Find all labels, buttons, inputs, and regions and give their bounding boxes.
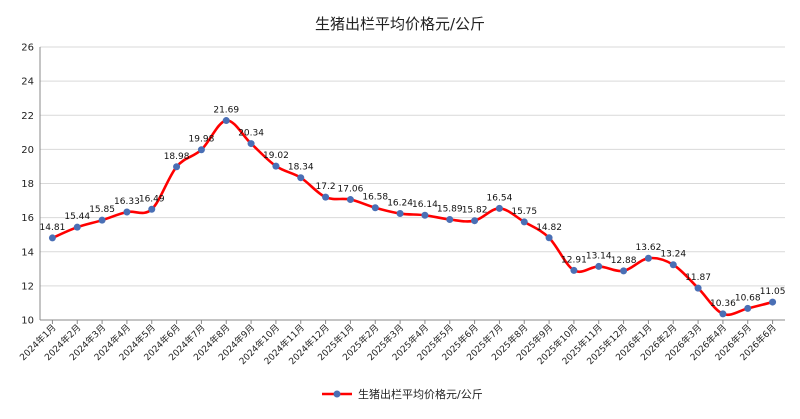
legend: 生猪出栏平均价格元/公斤 [322, 387, 483, 401]
data-point [297, 174, 305, 182]
y-tick-label: 16 [21, 213, 34, 224]
data-label: 10.36 [710, 299, 736, 309]
data-label: 18.34 [288, 163, 314, 173]
data-label: 21.69 [213, 106, 239, 116]
data-point [421, 211, 429, 219]
data-label: 16.14 [412, 200, 438, 210]
data-point [595, 262, 603, 270]
data-point [197, 146, 205, 154]
y-tick-label: 10 [21, 316, 34, 327]
data-label: 13.24 [660, 250, 686, 260]
data-point [222, 117, 230, 125]
data-label: 13.62 [636, 243, 662, 253]
data-point [694, 284, 702, 292]
data-point [446, 216, 454, 224]
legend-marker-swatch [333, 390, 341, 398]
data-point [123, 208, 131, 216]
y-tick-label: 14 [21, 247, 34, 258]
data-label: 19.02 [263, 151, 289, 161]
data-point [346, 196, 354, 204]
data-point [272, 162, 280, 170]
data-point [371, 204, 379, 212]
data-label: 16.58 [362, 193, 388, 203]
y-tick-label: 26 [21, 43, 34, 54]
data-label: 13.14 [586, 251, 612, 261]
data-point [719, 310, 727, 318]
data-point [322, 193, 330, 201]
data-label: 17.06 [338, 185, 364, 195]
data-point [396, 210, 404, 218]
data-label: 15.89 [437, 205, 463, 215]
data-point [669, 261, 677, 269]
gridlines [40, 46, 785, 321]
data-label: 16.54 [487, 193, 513, 203]
data-point [520, 218, 528, 226]
data-point [148, 205, 156, 213]
data-label: 16.24 [387, 199, 413, 209]
data-label: 18.98 [164, 152, 190, 162]
y-tick-label: 12 [21, 281, 34, 292]
data-point [545, 234, 553, 242]
data-label: 14.81 [40, 223, 66, 233]
data-label: 16.33 [114, 197, 140, 207]
data-label: 15.75 [511, 207, 537, 217]
data-label: 20.34 [238, 129, 264, 139]
chart-title: 生猪出栏平均价格元/公斤 [315, 15, 485, 33]
data-point [644, 254, 652, 262]
data-label: 11.87 [685, 273, 711, 283]
y-tick-label: 20 [21, 145, 34, 156]
data-label: 15.44 [64, 212, 90, 222]
data-label: 15.85 [89, 205, 115, 215]
data-point [48, 234, 56, 242]
y-tick-label: 24 [21, 77, 34, 88]
data-label: 17.2 [316, 182, 336, 192]
y-tick-label: 22 [21, 111, 34, 122]
y-tick-label: 18 [21, 179, 34, 190]
data-point [98, 216, 106, 224]
data-point [471, 217, 479, 225]
data-label: 14.82 [536, 223, 562, 233]
data-label: 19.98 [189, 135, 215, 145]
data-label: 12.88 [611, 256, 637, 266]
data-point [570, 266, 578, 274]
data-point [247, 140, 255, 148]
legend-label: 生猪出栏平均价格元/公斤 [358, 387, 483, 401]
data-label: 10.68 [735, 293, 761, 303]
data-point [73, 223, 81, 231]
data-point [620, 267, 628, 275]
data-point [744, 304, 752, 312]
data-point [173, 163, 181, 171]
data-label: 11.05 [760, 287, 786, 297]
data-label: 15.82 [462, 206, 488, 216]
data-label: 12.91 [561, 255, 587, 265]
data-point [495, 204, 503, 212]
data-point [769, 298, 777, 306]
data-label: 16.49 [139, 194, 165, 204]
